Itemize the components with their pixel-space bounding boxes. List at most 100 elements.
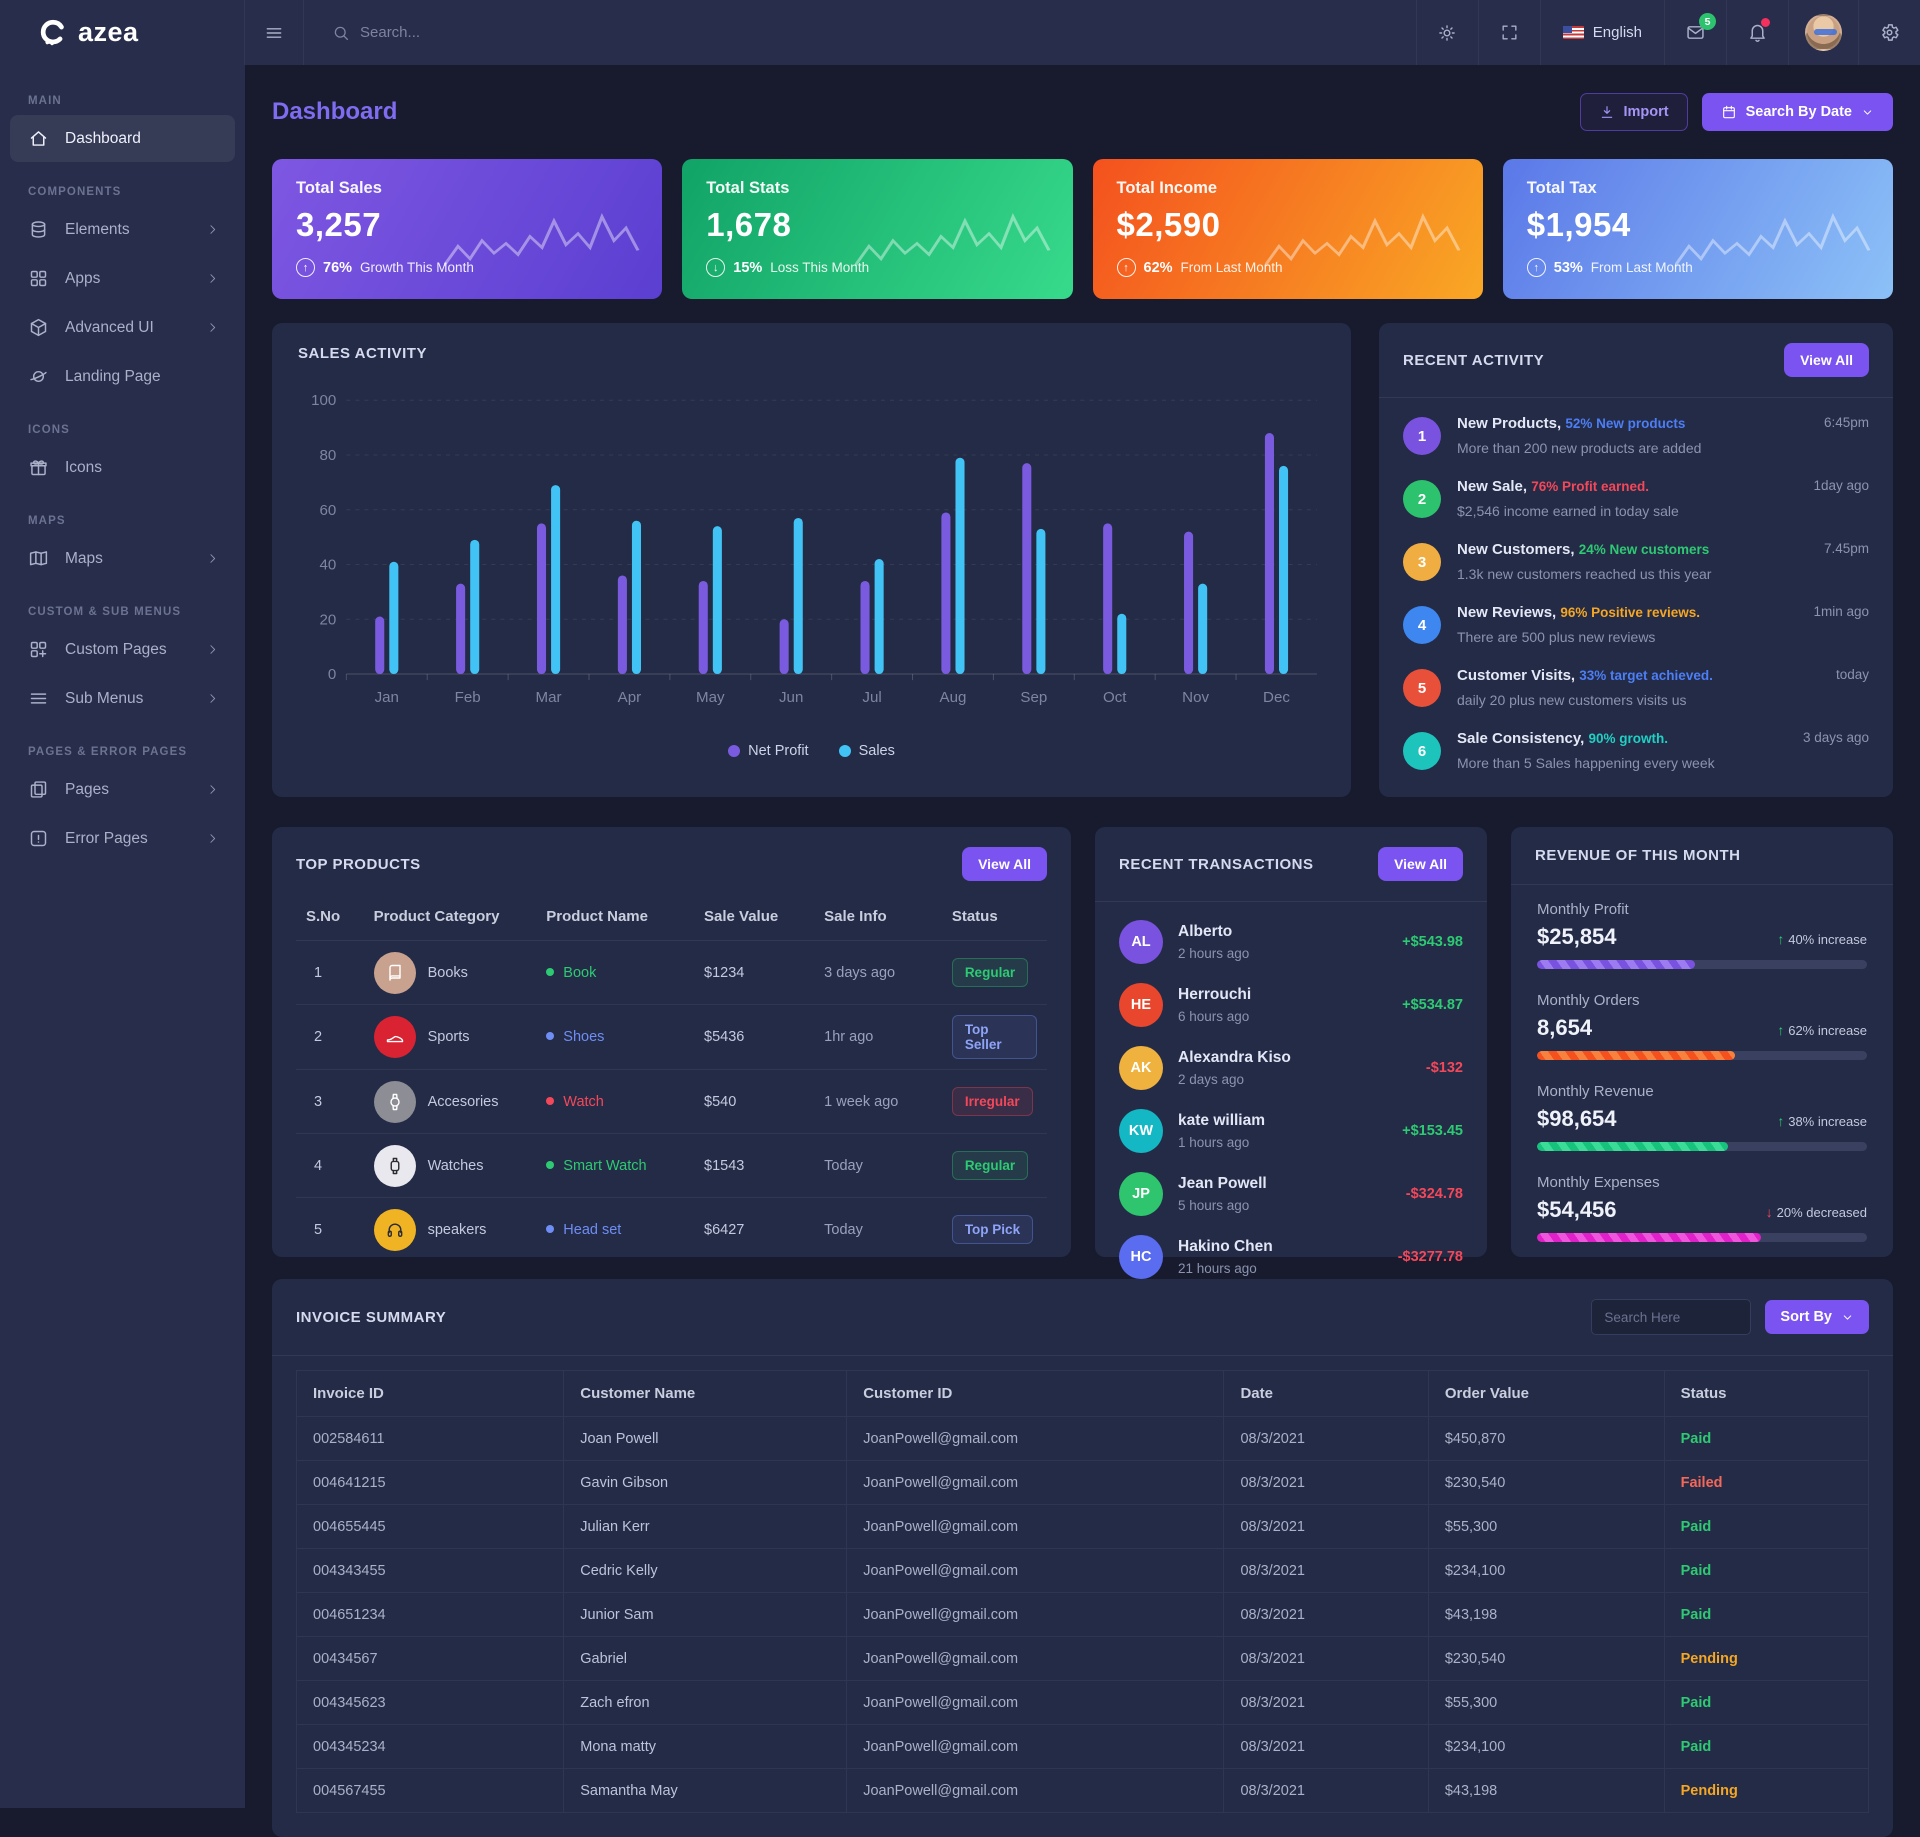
invoice-id: 004345623 — [295, 1680, 565, 1725]
arrow-up-icon: ↑ — [1777, 931, 1789, 947]
settings-button[interactable] — [1858, 0, 1920, 65]
chevron-right-icon — [210, 225, 216, 234]
sidebar-toggle-button[interactable] — [245, 0, 303, 65]
elements-icon — [31, 221, 46, 238]
product-name: Shoes — [536, 1004, 694, 1070]
stat-card-note: From Last Month — [1180, 260, 1283, 275]
svg-text:Apr: Apr — [618, 689, 642, 706]
main-content: Dashboard Import Search By Date Total Sa… — [245, 65, 1920, 1837]
theme-toggle-button[interactable] — [1415, 0, 1478, 65]
sidebar-item-sub-menus[interactable]: Sub Menus — [10, 675, 235, 722]
bar-net-profit-jul — [860, 580, 870, 675]
transaction-name: kate william — [1178, 1111, 1266, 1129]
recent-activity-view-all-button[interactable]: View All — [1784, 343, 1869, 377]
product-sale-value: $540 — [694, 1069, 815, 1134]
sidebar-item-elements[interactable]: Elements — [10, 206, 235, 253]
invoice-status: Paid — [1663, 1504, 1870, 1549]
invoice-search-input[interactable] — [1591, 1299, 1752, 1335]
avatar: AK — [1119, 1045, 1163, 1090]
revenue-title: REVENUE OF THIS MONTH — [1535, 847, 1741, 864]
svg-text:0: 0 — [328, 666, 336, 683]
metric-value: $54,456 — [1537, 1197, 1617, 1222]
search-input[interactable] — [360, 24, 780, 41]
sidebar-section-label: ICONS — [28, 424, 70, 436]
svg-text:20: 20 — [319, 611, 336, 628]
status-dot-icon — [546, 1032, 555, 1040]
avatar: JP — [1119, 1171, 1163, 1216]
bar-sales-jun — [793, 517, 803, 675]
product-sno: 1 — [296, 940, 364, 1005]
recent-activity-panel: RECENT ACTIVITY View All 1 New Products, … — [1379, 323, 1893, 797]
avatar: HC — [1119, 1234, 1163, 1279]
metric-change: ↑ 40% increase — [1777, 931, 1867, 947]
status-dot-icon — [546, 1096, 555, 1105]
activity-highlight: 96% Positive reviews. — [1560, 605, 1700, 620]
arrow-up-circle-icon: ↑ — [1116, 258, 1136, 277]
activity-item: 6 Sale Consistency, 90% growth. More than … — [1403, 719, 1869, 782]
fullscreen-button[interactable] — [1477, 0, 1540, 65]
sub-menus-icon — [30, 693, 47, 704]
invoice-customer-name: Julian Kerr — [563, 1504, 848, 1549]
svg-text:40: 40 — [319, 557, 336, 574]
activity-time: 1day ago — [1813, 478, 1869, 493]
invoice-status: Paid — [1663, 1680, 1870, 1725]
invoice-date: 08/3/2021 — [1223, 1724, 1429, 1769]
product-sale-value: $1543 — [694, 1133, 815, 1198]
sidebar-item-custom-pages[interactable]: Custom Pages — [10, 626, 235, 673]
activity-highlight: 90% growth. — [1588, 731, 1668, 746]
sidebar-item-error-pages[interactable]: Error Pages — [10, 815, 235, 862]
sidebar-item-advanced-ui[interactable]: Advanced UI — [10, 304, 235, 351]
bar-sales-dec — [1279, 465, 1289, 675]
pages-icon — [30, 781, 47, 798]
import-button[interactable]: Import — [1579, 93, 1688, 131]
sidebar-item-label: Landing Page — [65, 367, 161, 385]
invoice-order-value: $234,100 — [1427, 1724, 1665, 1769]
sidebar-item-maps[interactable]: Maps — [10, 535, 235, 582]
stat-card-note: Loss This Month — [770, 260, 870, 275]
transaction-name: Hakino Chen — [1178, 1237, 1273, 1255]
progress-fill — [1537, 1233, 1762, 1242]
sidebar-item-icons[interactable]: Icons — [10, 444, 235, 491]
book-image — [388, 964, 401, 981]
sidebar-item-label: Elements — [65, 220, 130, 238]
bell-icon — [1750, 24, 1765, 42]
recent-transactions-view-all-button[interactable]: View All — [1378, 847, 1463, 881]
language-selector[interactable]: English — [1539, 0, 1664, 65]
invoice-customer-id: JoanPowell@gmail.com — [846, 1724, 1225, 1769]
table-row: 004345234 Mona matty JoanPowell@gmail.com 0… — [295, 1724, 1870, 1769]
sidebar-item-landing-page[interactable]: Landing Page — [10, 353, 235, 400]
custom-pages-icon — [30, 641, 47, 658]
activity-item: 3 New Customers, 24% New customers 1.3k ne… — [1403, 530, 1869, 593]
sparkline-icon — [1675, 213, 1871, 267]
chevron-down-icon — [1863, 109, 1872, 115]
transaction-time: 6 hours ago — [1178, 1008, 1250, 1024]
transaction-amount: +$153.45 — [1402, 1122, 1463, 1139]
sidebar-item-dashboard[interactable]: Dashboard — [10, 115, 235, 162]
table-row: 4 Watches Smart Watch $1543 Today Regular — [296, 1133, 1047, 1198]
svg-text:100: 100 — [311, 392, 336, 409]
invoice-date: 08/3/2021 — [1223, 1592, 1429, 1637]
search-by-date-button[interactable]: Search By Date — [1701, 93, 1893, 131]
status-badge: Top Seller — [951, 1015, 1037, 1059]
transaction-item: KW kate william 1 hours ago +$153.45 — [1119, 1099, 1463, 1162]
invoice-date: 08/3/2021 — [1223, 1504, 1429, 1549]
activity-description: There are 500 plus new reviews — [1457, 629, 1656, 645]
sort-by-button[interactable]: Sort By — [1765, 1300, 1869, 1334]
messages-button[interactable]: 5 — [1664, 0, 1726, 65]
svg-text:Mar: Mar — [536, 689, 562, 706]
profile-menu[interactable] — [1788, 0, 1858, 65]
sidebar-item-apps[interactable]: Apps — [10, 255, 235, 302]
avatar: AL — [1119, 919, 1163, 964]
invoice-id: 004343455 — [295, 1548, 565, 1593]
notifications-button[interactable] — [1726, 0, 1788, 65]
transaction-name: Alexandra Kiso — [1178, 1048, 1291, 1066]
transaction-name: Herrouchi — [1178, 985, 1252, 1003]
chevron-right-icon — [210, 554, 216, 563]
sidebar-item-pages[interactable]: Pages — [10, 766, 235, 813]
transaction-item: HC Hakino Chen 21 hours ago -$3277.78 — [1119, 1225, 1463, 1288]
activity-number-badge: 3 — [1403, 543, 1441, 581]
top-products-view-all-button[interactable]: View All — [962, 847, 1047, 881]
metric-change: ↓ 20% decreased — [1765, 1204, 1867, 1220]
brand-logo[interactable]: azea — [0, 0, 245, 65]
product-image — [373, 1016, 416, 1058]
